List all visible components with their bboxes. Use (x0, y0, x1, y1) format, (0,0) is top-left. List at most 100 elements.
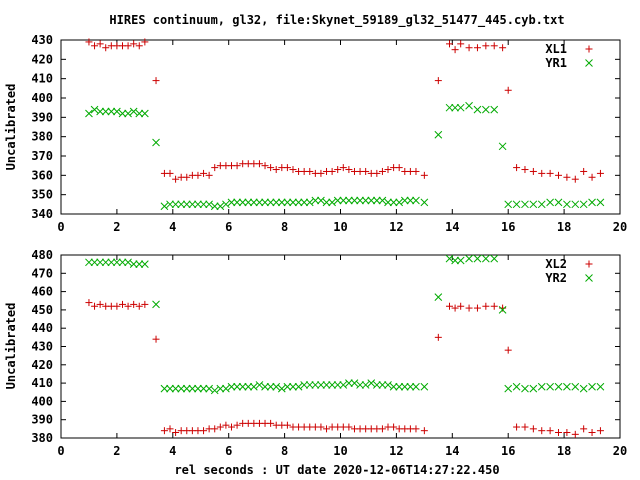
data-point-xl1 (499, 44, 507, 52)
data-point-xl1 (482, 42, 490, 50)
data-point-yr1 (205, 200, 213, 209)
y-tick-label: 400 (31, 394, 53, 408)
data-point-xl2 (222, 421, 230, 429)
data-point-yr1 (188, 200, 197, 209)
data-point-xl1 (317, 169, 325, 177)
data-point-xl1 (194, 171, 202, 179)
data-point-xl1 (328, 167, 336, 175)
x-tick-label: 16 (501, 444, 515, 458)
x-axis-label: rel seconds : UT date 2020-12-06T14:27:2… (174, 463, 499, 477)
data-point-yr2 (101, 258, 110, 267)
data-point-xl1 (102, 44, 110, 52)
data-point-yr2 (339, 381, 348, 389)
y-tick-label: 460 (31, 285, 53, 299)
data-point-xl1 (200, 169, 208, 177)
data-point-yr1 (129, 107, 138, 116)
data-point-yr1 (345, 196, 353, 205)
legend-marker-yr2 (585, 274, 593, 282)
x-tick-label: 20 (613, 220, 627, 234)
data-point-xl1 (395, 164, 403, 172)
data-point-yr1 (504, 200, 513, 209)
data-point-xl1 (555, 171, 563, 179)
data-point-yr2 (361, 381, 370, 389)
legend-label: XL2 (545, 257, 567, 271)
data-point-xl2 (211, 425, 219, 433)
data-point-yr2 (294, 382, 303, 391)
data-point-yr1 (367, 196, 376, 205)
y-tick-label: 390 (31, 110, 53, 124)
data-point-xl2 (588, 429, 596, 437)
data-point-xl1 (205, 171, 213, 179)
data-point-yr1 (596, 198, 605, 207)
y-tick-label: 390 (31, 413, 53, 427)
data-point-xl1 (96, 40, 104, 48)
data-point-yr2 (177, 384, 186, 393)
data-point-yr2 (328, 381, 336, 389)
panel-bottom: Uncalibrated 0 2 4 6 8 10 12 14 16 18 20 380 390 400 4… (4, 248, 627, 458)
data-point-xl2 (267, 419, 275, 427)
data-point-yr2 (244, 382, 253, 391)
data-point-yr1 (101, 107, 110, 116)
data-point-yr2 (521, 384, 529, 393)
data-point-xl2 (504, 346, 512, 354)
data-point-xl1 (571, 175, 579, 183)
data-point-yr1 (261, 198, 269, 207)
data-point-yr1 (166, 200, 174, 209)
data-point-yr2 (406, 382, 415, 391)
data-point-yr1 (395, 198, 404, 207)
data-point-yr2 (434, 293, 443, 301)
data-point-yr2 (596, 382, 605, 391)
data-point-xl2 (412, 425, 420, 433)
data-point-xl2 (227, 423, 235, 431)
data-point-yr2 (389, 382, 398, 391)
data-point-yr1 (160, 202, 169, 211)
data-point-yr1 (317, 196, 325, 205)
data-point-yr1 (152, 138, 160, 147)
data-point-xl2 (160, 427, 168, 435)
data-point-xl1 (563, 173, 571, 181)
data-point-yr1 (233, 198, 241, 207)
data-point-yr1 (521, 200, 529, 209)
data-point-yr2 (498, 306, 507, 314)
data-point-xl2 (420, 427, 428, 435)
y-tick-label: 350 (31, 188, 53, 202)
data-point-yr2 (311, 381, 320, 389)
data-point-xl1 (412, 167, 420, 175)
data-point-yr2 (222, 384, 230, 393)
data-point-yr2 (512, 382, 521, 391)
data-point-yr1 (227, 198, 236, 207)
data-point-xl2 (596, 427, 604, 435)
data-point-yr1 (113, 107, 121, 116)
y-axis-label-top: Uncalibrated (4, 84, 18, 171)
data-point-yr2 (238, 382, 247, 391)
data-point-yr2 (199, 384, 208, 393)
data-point-yr2 (367, 379, 376, 387)
data-point-xl1 (233, 162, 241, 170)
data-point-xl1 (457, 40, 465, 48)
data-point-yr1 (107, 107, 116, 116)
data-point-yr1 (378, 196, 387, 205)
data-point-xl2 (465, 304, 473, 312)
data-point-yr2 (384, 381, 392, 389)
data-point-yr1 (194, 200, 202, 209)
data-point-yr1 (283, 198, 292, 207)
data-point-yr1 (563, 200, 571, 209)
data-point-xl2 (546, 427, 554, 435)
x-tick-label: 12 (389, 444, 403, 458)
data-point-xl2 (200, 427, 208, 435)
x-tick-label: 2 (113, 220, 120, 234)
data-point-yr2 (140, 260, 149, 269)
data-point-xl1 (529, 167, 537, 175)
x-tick-label: 8 (281, 220, 288, 234)
data-point-xl2 (135, 302, 143, 310)
x-tick-label: 10 (333, 220, 347, 234)
x-tick-label: 14 (445, 444, 459, 458)
data-point-yr2 (420, 382, 429, 391)
legend-marker-xl2 (585, 260, 593, 268)
data-point-xl1 (306, 167, 314, 175)
data-point-xl1 (183, 173, 191, 181)
data-point-xl2 (446, 302, 454, 310)
x-tick-label: 14 (445, 220, 459, 234)
data-point-xl1 (283, 164, 291, 172)
data-point-xl1 (267, 164, 275, 172)
